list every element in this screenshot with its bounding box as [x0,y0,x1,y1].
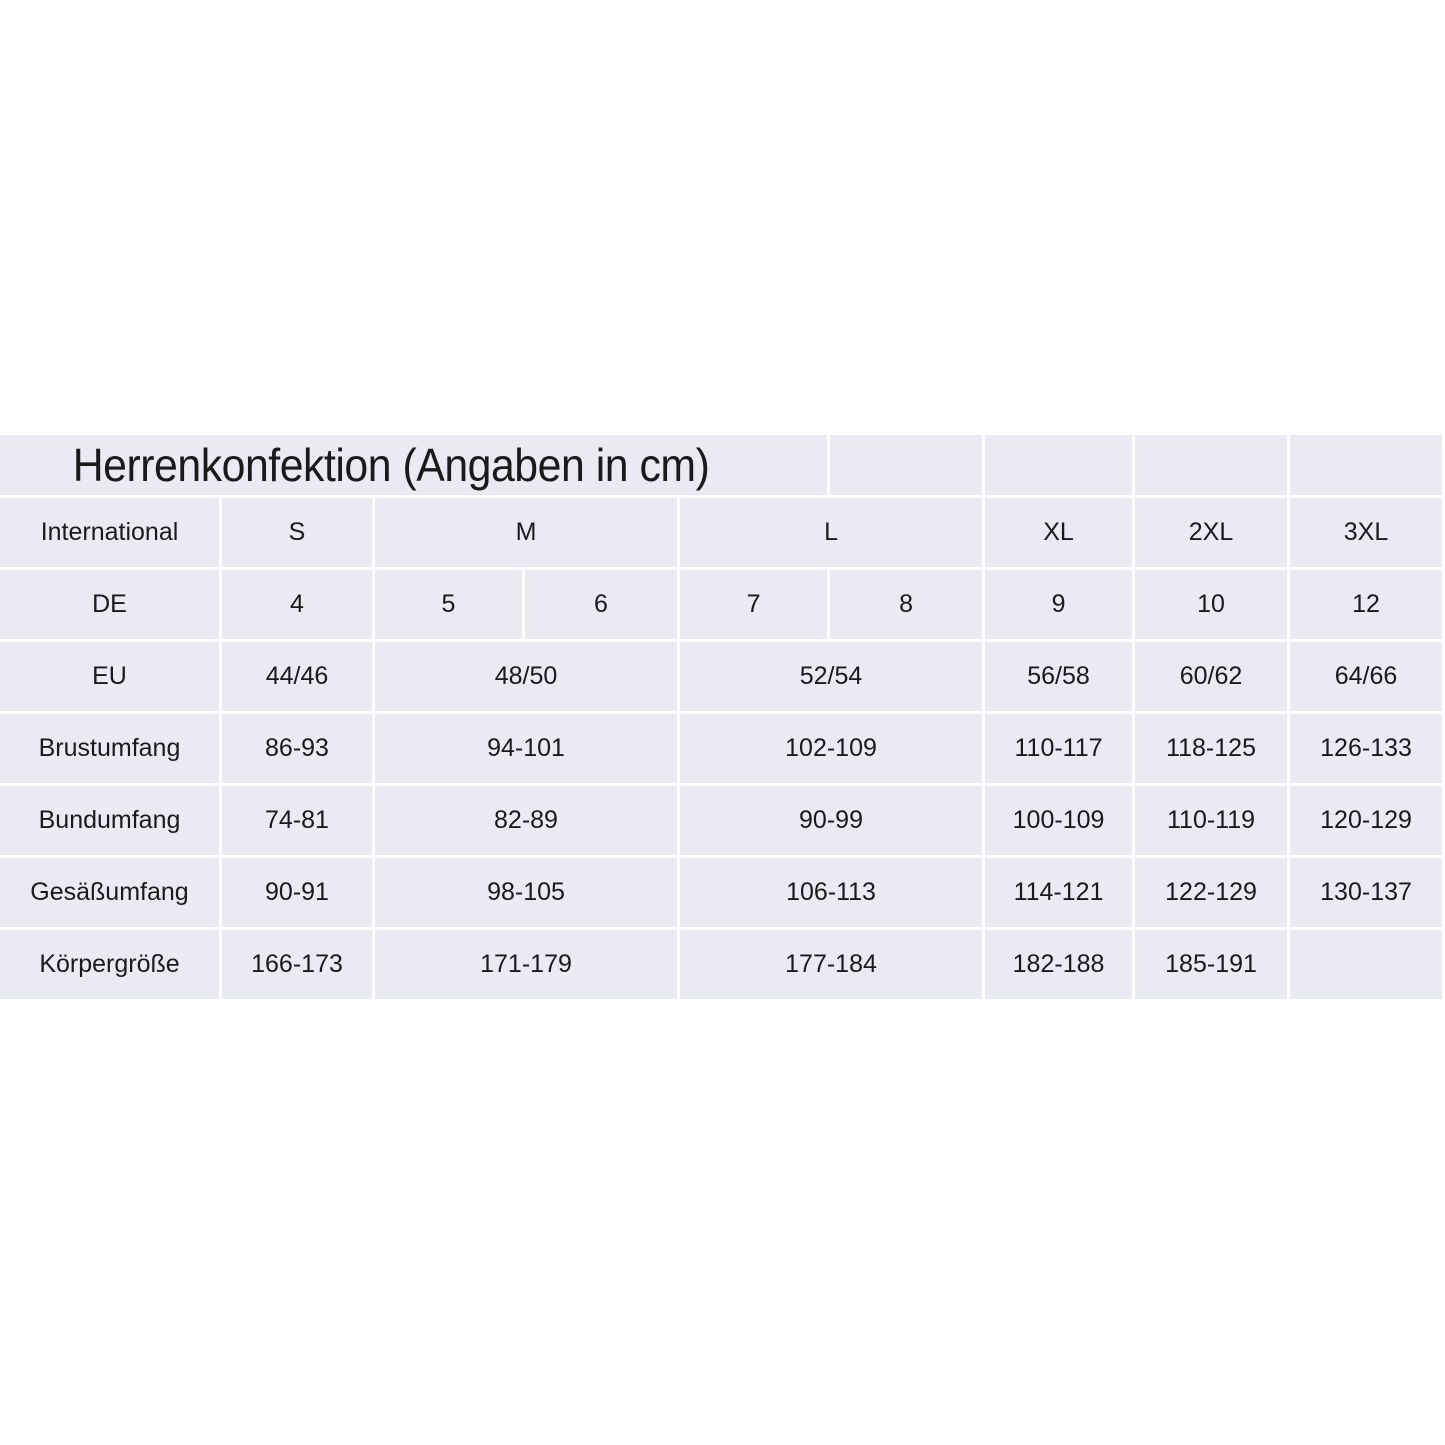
title-row: Herrenkonfektion (Angaben in cm) [0,435,1443,495]
cell-gesaessumfang-2xl: 122-129 [1135,858,1288,927]
cell-brustumfang-2xl: 118-125 [1135,714,1288,783]
cell-koerpergroesse-xl: 182-188 [985,930,1133,999]
cell-gesaessumfang-m: 98-105 [375,858,677,927]
cell-eu-l: 52/54 [680,642,983,711]
row-label-eu: EU [0,642,219,711]
koerpergroesse-row: Körpergröße 166-173 171-179 177-184 182-… [0,930,1443,999]
size-chart-table: Herrenkonfektion (Angaben in cm) Interna… [0,432,1445,1002]
cell-de-6: 6 [525,570,677,639]
brustumfang-row: Brustumfang 86-93 94-101 102-109 110-117… [0,714,1443,783]
cell-brustumfang-m: 94-101 [375,714,677,783]
cell-bundumfang-xl: 100-109 [985,786,1133,855]
international-size-row: International S M L XL 2XL 3XL [0,498,1443,567]
cell-size-xl: XL [985,498,1133,567]
cell-de-8: 8 [830,570,983,639]
cell-bundumfang-m: 82-89 [375,786,677,855]
eu-size-row: EU 44/46 48/50 52/54 56/58 60/62 64/66 [0,642,1443,711]
row-label-international: International [0,498,219,567]
cell-size-s: S [222,498,372,567]
cell-de-12: 12 [1290,570,1443,639]
cell-brustumfang-xl: 110-117 [985,714,1133,783]
gesaessumfang-row: Gesäßumfang 90-91 98-105 106-113 114-121… [0,858,1443,927]
cell-size-3xl: 3XL [1290,498,1443,567]
cell-eu-xl: 56/58 [985,642,1133,711]
cell-koerpergroesse-m: 171-179 [375,930,677,999]
cell-eu-s: 44/46 [222,642,372,711]
cell-de-10: 10 [1135,570,1288,639]
row-label-brustumfang: Brustumfang [0,714,219,783]
empty-header-cell [830,435,983,495]
table-title-text: Herrenkonfektion (Angaben in cm) [72,438,710,491]
cell-bundumfang-3xl: 120-129 [1290,786,1443,855]
cell-size-2xl: 2XL [1135,498,1288,567]
cell-bundumfang-s: 74-81 [222,786,372,855]
cell-eu-2xl: 60/62 [1135,642,1288,711]
cell-size-m: M [375,498,677,567]
cell-bundumfang-2xl: 110-119 [1135,786,1288,855]
cell-koerpergroesse-3xl [1290,930,1443,999]
cell-gesaessumfang-xl: 114-121 [985,858,1133,927]
cell-gesaessumfang-3xl: 130-137 [1290,858,1443,927]
empty-header-cell [1135,435,1288,495]
row-label-koerpergroesse: Körpergröße [0,930,219,999]
bundumfang-row: Bundumfang 74-81 82-89 90-99 100-109 110… [0,786,1443,855]
empty-header-cell [985,435,1133,495]
cell-de-9: 9 [985,570,1133,639]
cell-koerpergroesse-s: 166-173 [222,930,372,999]
cell-brustumfang-s: 86-93 [222,714,372,783]
cell-brustumfang-l: 102-109 [680,714,983,783]
cell-bundumfang-l: 90-99 [680,786,983,855]
row-label-de: DE [0,570,219,639]
cell-gesaessumfang-l: 106-113 [680,858,983,927]
cell-eu-m: 48/50 [375,642,677,711]
row-label-bundumfang: Bundumfang [0,786,219,855]
cell-de-7: 7 [680,570,828,639]
row-label-gesaessumfang: Gesäßumfang [0,858,219,927]
cell-de-5: 5 [375,570,522,639]
cell-gesaessumfang-s: 90-91 [222,858,372,927]
de-size-row: DE 4 5 6 7 8 9 10 12 [0,570,1443,639]
cell-de-4: 4 [222,570,372,639]
cell-eu-3xl: 64/66 [1290,642,1443,711]
table-title: Herrenkonfektion (Angaben in cm) [0,435,828,495]
empty-header-cell [1290,435,1443,495]
cell-size-l: L [680,498,983,567]
cell-brustumfang-3xl: 126-133 [1290,714,1443,783]
cell-koerpergroesse-2xl: 185-191 [1135,930,1288,999]
cell-koerpergroesse-l: 177-184 [680,930,983,999]
